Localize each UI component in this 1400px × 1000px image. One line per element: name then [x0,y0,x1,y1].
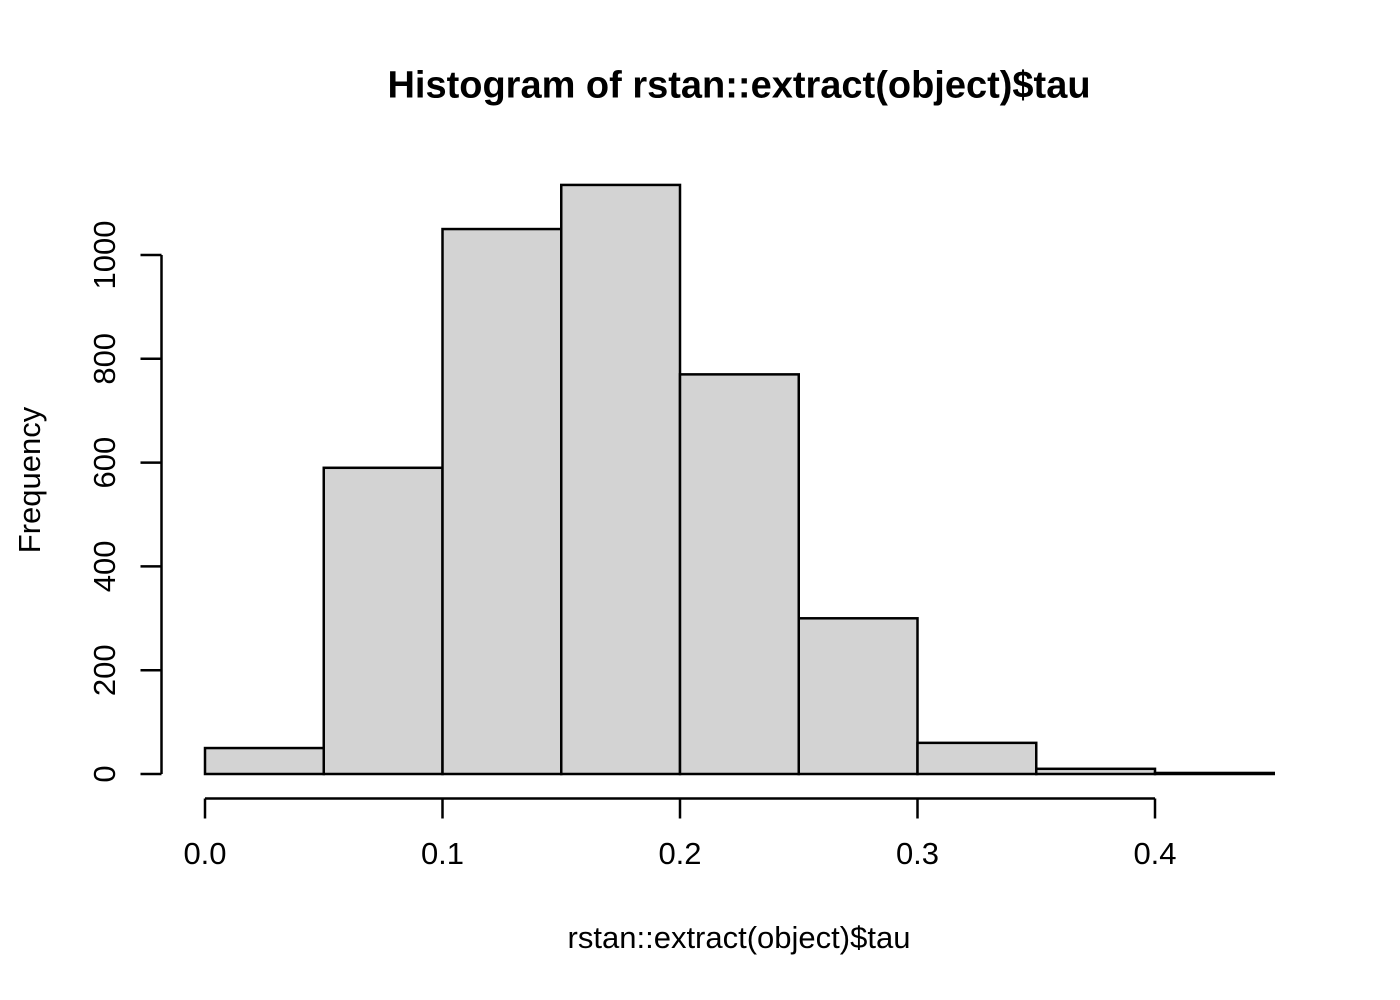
x-axis-title: rstan::extract(object)$tau [567,920,911,955]
x-tick-label: 0.3 [896,836,939,871]
y-tick-label: 600 [87,437,122,489]
y-tick-label: 0 [87,765,122,782]
histogram-bar [916,741,1038,776]
x-tick-label: 0.0 [183,836,226,871]
y-tick-label: 200 [87,644,122,696]
x-tick-label: 0.2 [658,836,701,871]
histogram-bar [797,617,919,776]
chart-title: Histogram of rstan::extract(object)$tau [387,64,1091,107]
histogram-bar [203,746,325,776]
histogram-bar [441,227,563,776]
y-tick-label: 800 [87,333,122,385]
histogram-bar [322,466,444,776]
x-tick-label: 0.4 [1133,836,1176,871]
histogram-bar [560,183,682,776]
y-tick-label: 400 [87,541,122,593]
x-tick-label: 0.1 [421,836,464,871]
y-tick-label: 1000 [87,221,122,290]
histogram-bar [678,373,800,776]
histogram-bar [1153,771,1275,776]
histogram-bar [1035,767,1157,776]
